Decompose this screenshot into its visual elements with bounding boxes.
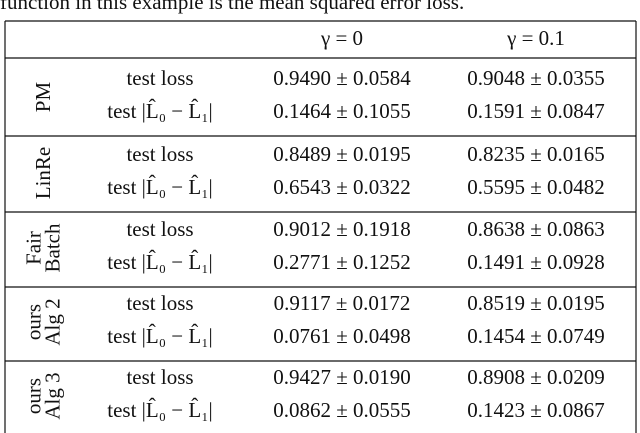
cell-value: 0.9012 ± 0.1918: [273, 217, 411, 241]
cell-value: 0.9427 ± 0.0190: [273, 365, 411, 389]
cell-value: 0.1464 ± 0.1055: [273, 99, 411, 123]
group-label: ours: [21, 304, 45, 340]
cell-value: 0.1454 ± 0.0749: [467, 324, 605, 348]
cell-value: 0.8489 ± 0.0195: [273, 142, 411, 166]
column-header: γ = 0: [320, 26, 363, 50]
group-label: Alg 3: [40, 372, 64, 419]
caption: function in this example is the mean squ…: [0, 0, 464, 14]
group-label: Batch: [40, 223, 64, 272]
cell-value: 0.5595 ± 0.0482: [467, 175, 605, 199]
cell-value: 0.9117 ± 0.0172: [274, 291, 411, 315]
group-label: Alg 2: [40, 298, 64, 345]
row-metric: test loss: [126, 217, 193, 241]
cell-value: 0.8908 ± 0.0209: [467, 365, 605, 389]
group-label: ours: [21, 378, 45, 414]
row-metric: test loss: [126, 291, 193, 315]
cell-value: 0.8638 ± 0.0863: [467, 217, 605, 241]
row-metric: test |L̂₀ − L̂₁|: [107, 175, 212, 199]
column-header: γ = 0.1: [506, 26, 565, 50]
cell-value: 0.9048 ± 0.0355: [467, 66, 605, 90]
group-label: LinRe: [31, 147, 55, 200]
group-label: PM: [31, 82, 55, 113]
cell-value: 0.1491 ± 0.0928: [467, 250, 605, 274]
cell-value: 0.1423 ± 0.0867: [467, 398, 605, 422]
cell-value: 0.0862 ± 0.0555: [273, 398, 411, 422]
cell-value: 0.6543 ± 0.0322: [273, 175, 411, 199]
cell-value: 0.0761 ± 0.0498: [273, 324, 411, 348]
row-metric: test |L̂₀ − L̂₁|: [107, 250, 212, 274]
cell-value: 0.1591 ± 0.0847: [467, 99, 605, 123]
group-label: Fair: [21, 231, 45, 265]
row-metric: test loss: [126, 142, 193, 166]
cell-value: 0.9490 ± 0.0584: [273, 66, 411, 90]
row-metric: test |L̂₀ − L̂₁|: [107, 398, 212, 422]
row-metric: test loss: [126, 66, 193, 90]
cell-value: 0.2771 ± 0.1252: [273, 250, 411, 274]
row-metric: test loss: [126, 365, 193, 389]
cell-value: 0.8235 ± 0.0165: [467, 142, 605, 166]
row-metric: test |L̂₀ − L̂₁|: [107, 99, 212, 123]
cell-value: 0.8519 ± 0.0195: [467, 291, 605, 315]
row-metric: test |L̂₀ − L̂₁|: [107, 324, 212, 348]
